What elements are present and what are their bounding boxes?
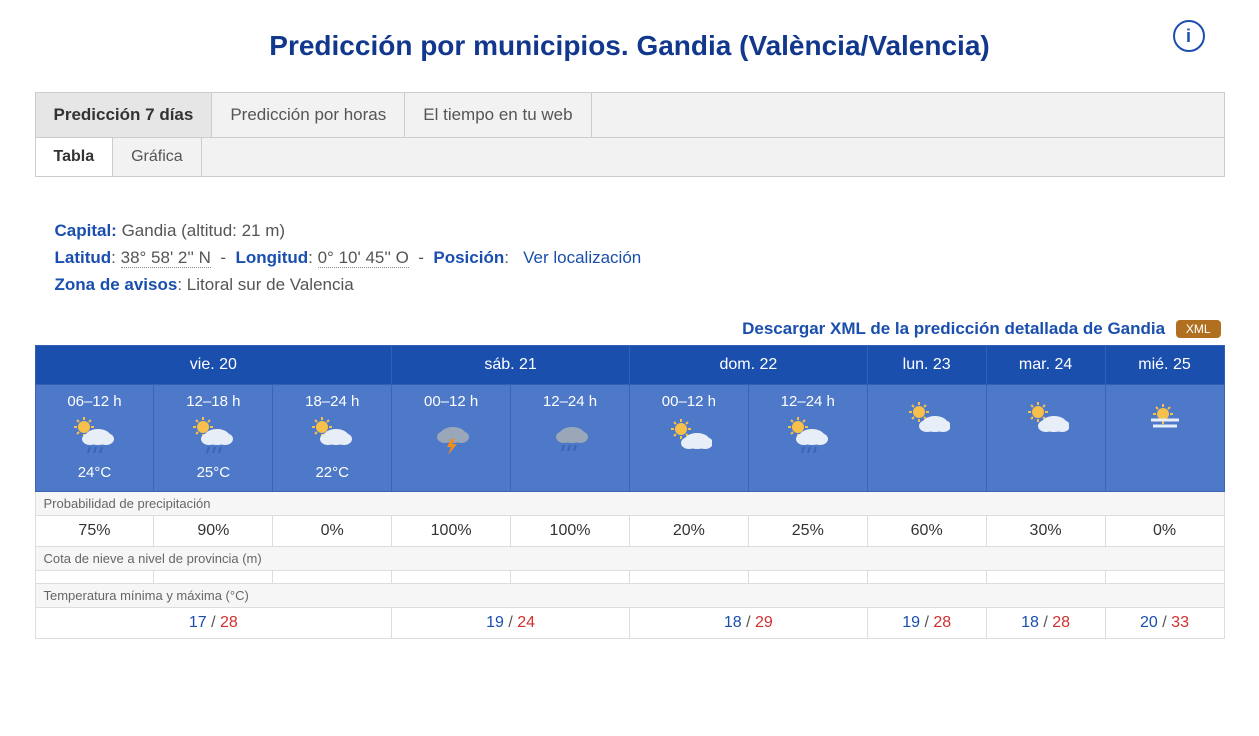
weather-icon bbox=[751, 414, 865, 460]
weather-icon bbox=[870, 397, 984, 443]
precip-cell: 0% bbox=[1105, 515, 1224, 546]
tab-hourly[interactable]: Predicción por horas bbox=[212, 93, 405, 137]
day-header: vie. 20 bbox=[35, 345, 392, 384]
slot-temp: 22°C bbox=[275, 464, 389, 481]
forecast-table: vie. 20 sáb. 21 dom. 22 lun. 23 mar. 24 … bbox=[35, 345, 1225, 639]
pos-label: Posición bbox=[433, 248, 504, 267]
minmax-cell: 18 / 28 bbox=[986, 607, 1105, 638]
forecast-slot: 18–24 h 22°C bbox=[273, 384, 392, 491]
snow-cell bbox=[273, 570, 392, 583]
snow-cell bbox=[748, 570, 867, 583]
precip-cell: 100% bbox=[511, 515, 630, 546]
precip-cell: 20% bbox=[629, 515, 748, 546]
snow-cell bbox=[35, 570, 154, 583]
snow-cell bbox=[154, 570, 273, 583]
forecast-slot: 12–24 h bbox=[748, 384, 867, 491]
weather-icon bbox=[275, 414, 389, 460]
zone-value: Litoral sur de Valencia bbox=[187, 275, 354, 294]
snow-cell bbox=[1105, 570, 1224, 583]
capital-value: Gandia (altitud: 21 m) bbox=[122, 221, 285, 240]
weather-icon bbox=[989, 397, 1103, 443]
slot-temp: 25°C bbox=[156, 464, 270, 481]
weather-icon bbox=[394, 414, 508, 460]
slot-hours: 00–12 h bbox=[632, 393, 746, 410]
xml-link[interactable]: Descargar XML de la predicción detallada… bbox=[742, 319, 1165, 338]
location-meta: Capital: Gandia (altitud: 21 m) Latitud:… bbox=[55, 217, 1225, 299]
pos-link[interactable]: Ver localización bbox=[523, 248, 641, 267]
minmax-cell: 19 / 28 bbox=[867, 607, 986, 638]
lon-value: 0° 10' 45'' O bbox=[318, 248, 409, 268]
snow-cell bbox=[511, 570, 630, 583]
precip-cell: 0% bbox=[273, 515, 392, 546]
tab-widget[interactable]: El tiempo en tu web bbox=[405, 93, 591, 137]
precip-section-label: Probabilidad de precipitación bbox=[35, 491, 1224, 515]
weather-icon bbox=[1108, 397, 1222, 443]
snow-cell bbox=[867, 570, 986, 583]
main-tabs: Predicción 7 días Predicción por horas E… bbox=[35, 92, 1225, 138]
subtab-chart[interactable]: Gráfica bbox=[113, 138, 202, 176]
precip-cell: 60% bbox=[867, 515, 986, 546]
snow-cell bbox=[629, 570, 748, 583]
slot-hours: 12–24 h bbox=[513, 393, 627, 410]
forecast-slot: 00–12 h bbox=[392, 384, 511, 491]
minmax-cell: 17 / 28 bbox=[35, 607, 392, 638]
forecast-slot: 06–12 h 24°C bbox=[35, 384, 154, 491]
day-header: sáb. 21 bbox=[392, 345, 630, 384]
precip-cell: 90% bbox=[154, 515, 273, 546]
weather-icon bbox=[156, 414, 270, 460]
forecast-slot bbox=[986, 384, 1105, 491]
weather-icon bbox=[513, 414, 627, 460]
temp-section-label: Temperatura mínima y máxima (°C) bbox=[35, 583, 1224, 607]
page-title: Predicción por municipios. Gandia (Valèn… bbox=[35, 30, 1225, 62]
capital-label: Capital: bbox=[55, 221, 117, 240]
forecast-slot bbox=[867, 384, 986, 491]
minmax-cell: 19 / 24 bbox=[392, 607, 630, 638]
tab-7days[interactable]: Predicción 7 días bbox=[36, 93, 213, 137]
slot-hours: 00–12 h bbox=[394, 393, 508, 410]
xml-download: Descargar XML de la predicción detallada… bbox=[39, 319, 1221, 339]
lon-label: Longitud bbox=[235, 248, 308, 267]
lat-label: Latitud bbox=[55, 248, 112, 267]
day-header: lun. 23 bbox=[867, 345, 986, 384]
precip-cell: 100% bbox=[392, 515, 511, 546]
precip-cell: 30% bbox=[986, 515, 1105, 546]
minmax-cell: 20 / 33 bbox=[1105, 607, 1224, 638]
day-header: mié. 25 bbox=[1105, 345, 1224, 384]
snow-cell bbox=[392, 570, 511, 583]
weather-icon bbox=[38, 414, 152, 460]
xml-badge[interactable]: XML bbox=[1176, 320, 1221, 338]
minmax-cell: 18 / 29 bbox=[629, 607, 867, 638]
snow-section-label: Cota de nieve a nivel de provincia (m) bbox=[35, 546, 1224, 570]
slot-hours: 12–18 h bbox=[156, 393, 270, 410]
forecast-slot: 12–24 h bbox=[511, 384, 630, 491]
info-button[interactable]: i bbox=[1173, 20, 1205, 52]
slot-hours: 12–24 h bbox=[751, 393, 865, 410]
precip-cell: 75% bbox=[35, 515, 154, 546]
slot-hours: 18–24 h bbox=[275, 393, 389, 410]
forecast-slot bbox=[1105, 384, 1224, 491]
weather-icon bbox=[632, 414, 746, 460]
lat-value: 38° 58' 2'' N bbox=[121, 248, 211, 268]
slot-hours: 06–12 h bbox=[38, 393, 152, 410]
sub-tabs: Tabla Gráfica bbox=[35, 138, 1225, 177]
day-header: mar. 24 bbox=[986, 345, 1105, 384]
forecast-slot: 00–12 h bbox=[629, 384, 748, 491]
snow-cell bbox=[986, 570, 1105, 583]
day-header: dom. 22 bbox=[629, 345, 867, 384]
zone-label: Zona de avisos bbox=[55, 275, 178, 294]
subtab-table[interactable]: Tabla bbox=[36, 138, 114, 176]
slot-temp: 24°C bbox=[38, 464, 152, 481]
precip-cell: 25% bbox=[748, 515, 867, 546]
forecast-slot: 12–18 h 25°C bbox=[154, 384, 273, 491]
